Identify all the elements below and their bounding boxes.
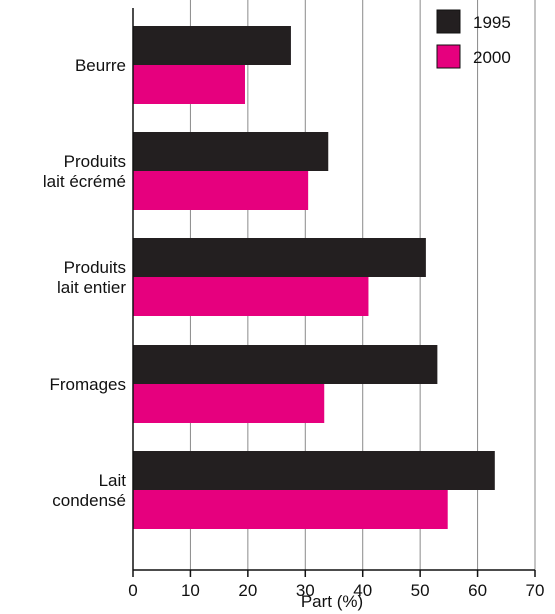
category-label-line: lait écrémé — [43, 172, 126, 191]
category-label: Produits lait entier — [57, 258, 126, 297]
category-label-line: Produits — [64, 152, 126, 171]
bar-1995 — [133, 26, 291, 65]
x-tick-labels: 0 10 20 30 40 50 60 70 — [128, 581, 544, 600]
category-label: Fromages — [49, 375, 126, 394]
bar-2000 — [133, 171, 309, 210]
x-tick-label: 70 — [526, 581, 545, 600]
legend-label: 1995 — [473, 13, 511, 32]
category-label-line: Produits — [64, 258, 126, 277]
legend-swatch — [436, 44, 461, 69]
x-tick-label: 50 — [411, 581, 430, 600]
category-label-line: Fromages — [49, 375, 126, 394]
x-axis-title: Part (%) — [301, 592, 363, 611]
axes — [132, 8, 536, 577]
bar-1995 — [133, 132, 329, 171]
bar-2000 — [133, 277, 369, 316]
bar-2000 — [133, 384, 325, 423]
x-tick-label: 30 — [296, 581, 315, 600]
x-tick-label: 60 — [468, 581, 487, 600]
legend: 1995 2000 — [436, 9, 511, 69]
category-label: Beurre — [75, 56, 126, 75]
x-tick-label: 0 — [128, 581, 137, 600]
legend-label: 2000 — [473, 48, 511, 67]
category-label-line: Lait — [99, 471, 127, 490]
category-label-line: Beurre — [75, 56, 126, 75]
legend-swatch — [436, 9, 461, 34]
category-label-line: lait entier — [57, 278, 126, 297]
bar-2000 — [133, 490, 448, 529]
category-label: Lait condensé — [52, 471, 126, 510]
bar-1995 — [133, 451, 495, 490]
bars — [133, 26, 495, 529]
x-tick-label: 40 — [353, 581, 372, 600]
bar-1995 — [133, 345, 438, 384]
x-tick-label: 10 — [181, 581, 200, 600]
category-label: Produits lait écrémé — [43, 152, 126, 191]
x-tick-label: 20 — [238, 581, 257, 600]
category-label-line: condensé — [52, 491, 126, 510]
bar-2000 — [133, 65, 245, 104]
bar-1995 — [133, 238, 426, 277]
